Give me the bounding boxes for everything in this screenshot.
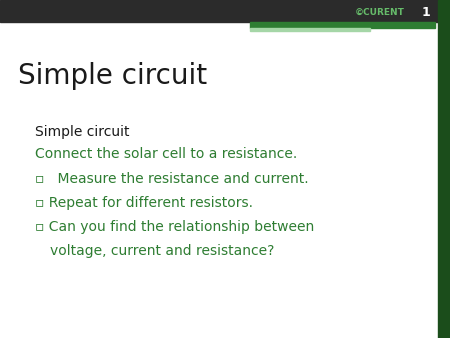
Text: Simple circuit: Simple circuit (18, 62, 207, 90)
Text: Connect the solar cell to a resistance.: Connect the solar cell to a resistance. (35, 147, 297, 161)
Bar (0, 0, 450, 22)
Text: Simple circuit: Simple circuit (35, 125, 130, 139)
Text: ▫ Repeat for different resistors.: ▫ Repeat for different resistors. (35, 196, 253, 210)
Bar (250, 28, 370, 31)
Text: ©CURENT: ©CURENT (355, 7, 405, 17)
Bar (438, 0, 450, 338)
Text: voltage, current and resistance?: voltage, current and resistance? (50, 244, 274, 258)
Text: ▫ Can you find the relationship between: ▫ Can you find the relationship between (35, 220, 314, 234)
Text: ▫   Measure the resistance and current.: ▫ Measure the resistance and current. (35, 172, 309, 186)
Bar (250, 22, 435, 28)
Text: 1: 1 (422, 5, 430, 19)
